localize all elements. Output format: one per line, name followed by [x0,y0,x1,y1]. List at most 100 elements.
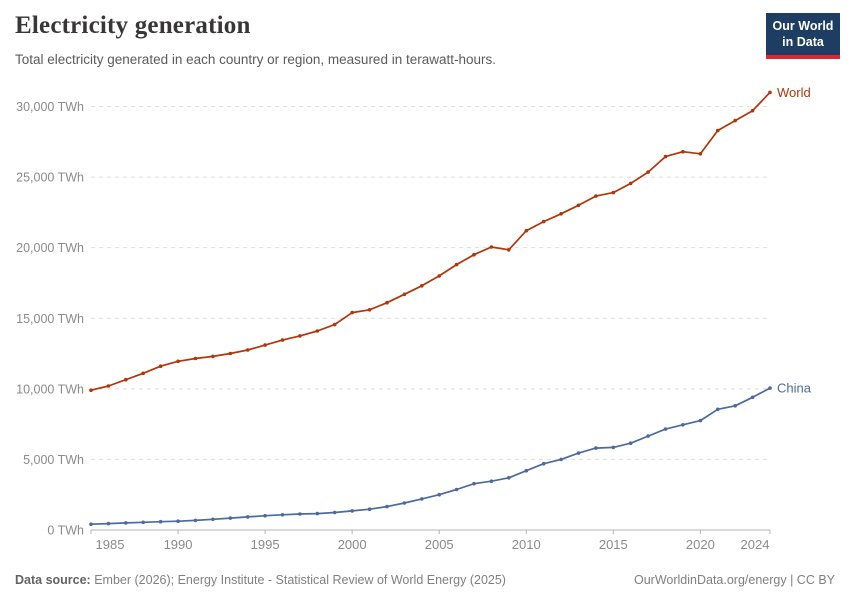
world-data-point [211,354,215,359]
world-data-point [489,245,494,249]
world-data-point [315,329,320,333]
world-data-point [106,384,111,388]
china-data-point [663,427,668,431]
china-data-point [437,492,442,497]
china-data-point [332,510,337,515]
y-axis-tick-label: 15,000 TWh [16,312,84,326]
china-data-point [559,457,563,462]
china-data-point [454,487,459,492]
china-data-point [576,451,581,455]
x-axis-tick-label: 1995 [251,537,280,552]
world-data-point [437,274,442,278]
china-data-point [750,395,755,400]
x-axis-tick-label: 2005 [425,537,454,552]
x-axis-tick-label: 1990 [164,537,193,552]
data-source-text: Ember (2026); Energy Institute - Statist… [90,573,506,587]
world-data-point [263,343,267,347]
world-data-point [716,128,720,133]
world-data-point [141,371,145,376]
world-data-point [228,351,233,356]
x-axis-tick-label: 1985 [96,537,125,552]
china-data-point [141,520,145,525]
china-line-series[interactable] [90,387,771,526]
china-data-point [315,511,320,516]
china-data-point [280,513,285,517]
china-data-point [716,407,720,412]
china-data-point [472,481,476,486]
china-data-point [681,423,685,427]
owid-logo-line2: in Data [782,35,824,50]
owid-logo-line1: Our World [772,19,834,33]
china-data-point [402,501,407,505]
china-data-point [628,441,633,446]
world-data-point [350,310,355,315]
china-data-point [698,418,703,423]
china-data-point [768,386,772,390]
world-data-point [559,212,563,216]
world-data-point [193,356,198,361]
world-data-point [750,108,755,113]
world-data-point [454,262,459,267]
world-data-point [681,149,685,154]
x-axis-tick-label: 2010 [512,537,541,552]
china-data-point [176,519,180,523]
world-data-point [541,219,546,224]
china-data-point [507,476,511,480]
world-data-point [698,152,703,156]
world-data-point [646,170,650,174]
world-data-point [124,377,128,382]
world-data-point [524,228,529,233]
china-data-point [489,479,494,484]
owid-logo[interactable]: Our World in Data [766,13,840,59]
world-data-point [576,203,581,208]
x-axis-tick-label: 2024 [741,537,770,552]
world-data-point [611,190,616,195]
world-line-series[interactable] [90,91,771,392]
world-data-point [733,118,737,123]
china-data-point [89,522,93,526]
china-data-point [594,446,598,450]
data-source-note: Data source: Ember (2026); Energy Instit… [15,573,506,587]
china-data-point [524,468,529,473]
china-data-point [263,513,267,518]
china-data-point [367,507,372,512]
world-data-point [280,338,285,342]
world-data-point [663,154,668,159]
china-data-point [106,521,111,526]
x-axis-tick-label: 2015 [599,537,628,552]
china-data-point [124,521,128,525]
china-data-point [611,445,616,450]
world-data-point [367,308,372,312]
y-axis-tick-label: 30,000 TWh [16,100,84,114]
world-data-point [472,252,476,257]
chart-subtitle: Total electricity generated in each coun… [15,52,496,67]
china-data-point [385,504,389,509]
y-axis-tick-label: 10,000 TWh [16,382,84,396]
china-data-point [646,434,650,438]
china-data-point [245,515,250,519]
world-data-point [89,388,93,393]
china-data-point [193,518,198,523]
china-data-point [211,517,215,522]
world-series-label[interactable]: World [777,85,811,100]
world-data-point [768,90,772,95]
china-data-point [298,512,302,516]
china-data-point [541,461,546,466]
world-data-point [385,300,389,305]
china-data-point [350,509,355,513]
world-data-point [507,248,511,252]
world-data-point [245,348,250,352]
china-series-label[interactable]: China [777,381,812,396]
license-link[interactable]: OurWorldinData.org/energy | CC BY [633,573,835,587]
china-data-point [733,404,737,408]
china-data-point [228,516,233,520]
world-data-point [176,359,180,364]
china-data-point [420,497,424,501]
world-data-point [628,181,633,186]
world-data-point [332,322,337,327]
x-axis-tick-label: 2000 [338,537,367,552]
y-axis-tick-label: 0 TWh [47,524,84,538]
china-data-point [158,519,163,524]
